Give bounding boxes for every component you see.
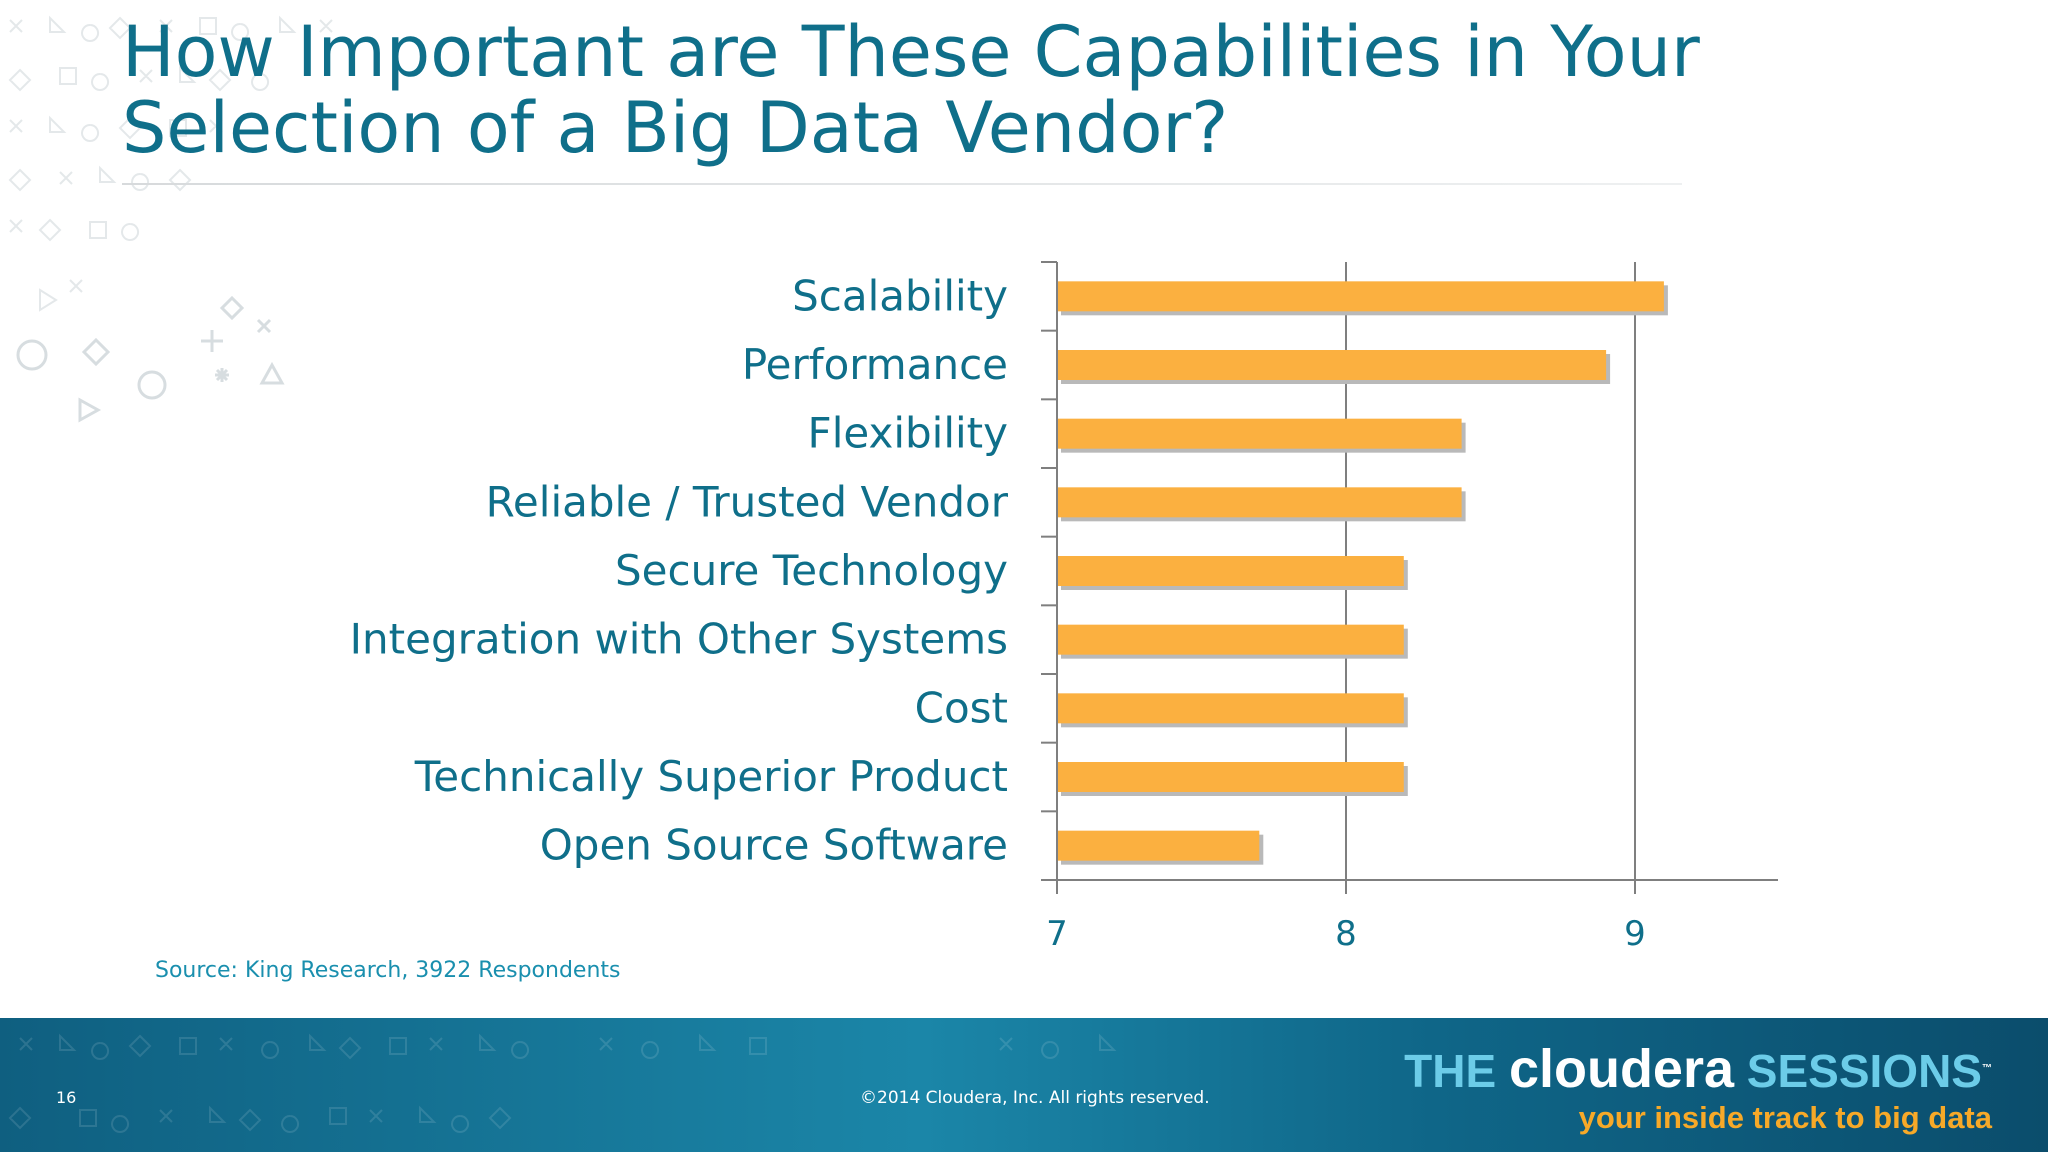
pattern-grid — [8, 15, 333, 312]
brand-trademark: ™ — [1982, 1063, 1992, 1074]
category-label: Performance — [742, 340, 1008, 389]
brand-the: THE — [1404, 1045, 1497, 1097]
bar-4 — [1057, 487, 1462, 518]
title-divider — [122, 183, 1682, 185]
x-tick-label: 7 — [1046, 914, 1068, 954]
bar-2 — [1057, 350, 1607, 380]
brand-tagline: your inside track to big data — [1578, 1100, 1992, 1135]
slide-title: How Important are These Capabilities in … — [122, 11, 1700, 169]
bar-6 — [1057, 624, 1404, 655]
page-number: 16 — [56, 1088, 77, 1107]
pattern-shapes — [16, 295, 285, 423]
brand-sessions: SESSIONS — [1746, 1045, 1982, 1097]
tick-labels: 7 8 9 — [1046, 914, 1646, 954]
brand-name: cloudera — [1508, 1039, 1735, 1099]
bar-7 — [1057, 693, 1404, 724]
category-labels: Scalability Performance Flexibility Reliabl… — [350, 271, 1009, 869]
bar-5 — [1057, 556, 1404, 586]
category-label: Reliable / Trusted Vendor — [486, 477, 1009, 526]
bar-8 — [1057, 762, 1404, 792]
source-note: Source: King Research, 3922 Respondents — [155, 958, 621, 983]
background-pattern — [8, 15, 333, 423]
bar-9 — [1057, 830, 1260, 861]
category-label: Cost — [915, 683, 1008, 732]
footer-bar: 16 ©2014 Cloudera, Inc. All rights reser… — [0, 1018, 2048, 1152]
category-label: Flexibility — [808, 409, 1008, 458]
brand-wordmark: THE cloudera SESSIONS™ — [1404, 1042, 1992, 1097]
copyright-text: ©2014 Cloudera, Inc. All rights reserved… — [860, 1088, 1210, 1108]
axes — [1041, 261, 1778, 894]
category-label: Technically Superior Product — [414, 752, 1008, 801]
bar-3 — [1057, 418, 1462, 449]
bar-1 — [1057, 281, 1664, 312]
footer-pattern — [8, 1033, 1117, 1133]
x-tick-label: 9 — [1624, 914, 1646, 954]
category-label: Open Source Software — [540, 821, 1008, 870]
x-tick-label: 8 — [1335, 914, 1357, 954]
brand-logo: THE cloudera SESSIONS™ your inside track… — [1404, 1042, 1992, 1136]
bars — [1057, 281, 1668, 865]
category-label: Secure Technology — [615, 546, 1008, 595]
category-label: Scalability — [792, 271, 1008, 320]
category-label: Integration with Other Systems — [350, 615, 1008, 664]
